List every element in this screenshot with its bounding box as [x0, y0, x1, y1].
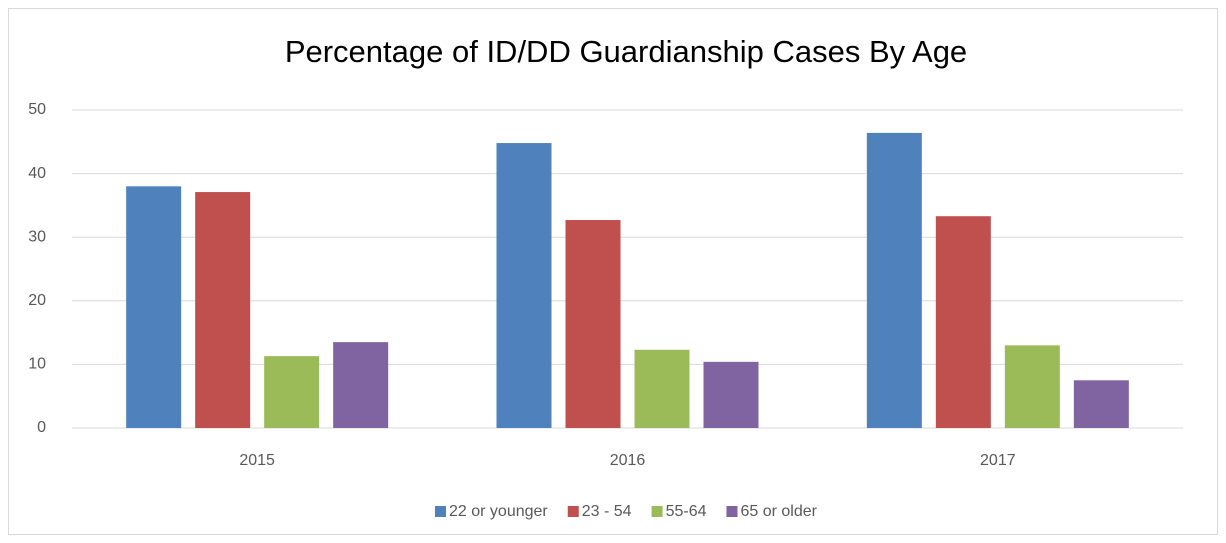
legend-label: 55-64	[666, 503, 707, 520]
bar	[703, 361, 759, 428]
bar	[565, 220, 621, 428]
chart-title: Percentage of ID/DD Guardianship Cases B…	[285, 34, 967, 69]
legend-swatch	[567, 506, 579, 517]
legend-label: 23 - 54	[582, 503, 632, 520]
bar	[333, 342, 389, 428]
y-tick-label: 50	[28, 101, 46, 118]
x-tick-label: 2016	[610, 452, 646, 469]
x-tick-label: 2015	[239, 452, 275, 469]
x-tick-label: 2017	[980, 452, 1016, 469]
y-tick-label: 20	[28, 292, 46, 309]
y-tick-label: 30	[28, 228, 46, 245]
y-tick-label: 10	[28, 356, 46, 373]
y-tick-label: 40	[28, 165, 46, 182]
bar	[1004, 345, 1060, 428]
y-tick-label: 0	[37, 419, 46, 436]
bar	[1073, 380, 1129, 428]
bar	[935, 216, 991, 428]
bar	[126, 186, 182, 428]
bar	[264, 356, 320, 428]
legend-label: 65 or older	[740, 503, 817, 520]
bar	[496, 143, 552, 428]
legend-swatch	[651, 506, 663, 517]
legend-swatch	[726, 506, 738, 517]
bar	[634, 349, 690, 428]
bar	[866, 132, 922, 428]
legend-swatch	[435, 506, 447, 517]
legend-label: 22 or younger	[449, 503, 548, 520]
bar	[195, 192, 251, 428]
